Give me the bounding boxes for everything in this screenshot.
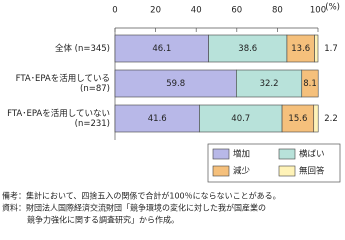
x-tick-label: 80 [272, 6, 283, 16]
x-tick-label: 60 [231, 6, 242, 16]
value-label: 32.2 [260, 79, 279, 89]
chart: (%) 0 20 40 60 80 100 全体 (n=345) 46.1 38.6 13.6 1.7… [2, 3, 341, 225]
note: 競争力強化に関する調査研究」から作成。 [27, 215, 179, 225]
legend-label: 減少 [233, 166, 251, 177]
legend-label: 無回答 [299, 166, 325, 177]
legend-swatch [278, 165, 296, 177]
category-label: (n=231) [75, 119, 110, 129]
value-label: 40.7 [231, 114, 250, 124]
bar-segment [301, 69, 319, 98]
bar-segment [313, 104, 319, 133]
value-label: 2.2 [324, 114, 338, 124]
legend-swatch [278, 148, 296, 160]
category-label: FTA･EPAを活用している [16, 73, 110, 84]
x-tick-label: 20 [150, 6, 161, 16]
x-tick-label: 40 [191, 6, 202, 16]
legend-swatch [212, 165, 230, 177]
value-label: 15.6 [288, 114, 307, 124]
bar-segment [199, 104, 283, 133]
category-label: FTA･EPAを活用していない [7, 108, 110, 119]
value-label: 8.1 [303, 79, 317, 89]
category-label: 全体 [55, 43, 73, 54]
value-label: 59.8 [166, 79, 185, 89]
note: 資料：財団法人国際経済交流財団「競争環境の変化に対した我が国産業の [2, 203, 266, 213]
legend-swatch [212, 148, 230, 160]
bar-segment [314, 34, 319, 63]
bar-segment [114, 34, 209, 63]
bar-segment [236, 69, 303, 98]
category-label: (n=345) [75, 44, 110, 54]
bar-segment [114, 104, 200, 133]
unit-label: (%) [325, 3, 340, 13]
legend-box [207, 143, 341, 183]
x-tick-label: 100 [310, 6, 326, 16]
note: 備考：集計において、四捨五入の関係で合計が100％にならないことがある。 [2, 191, 281, 201]
legend-label: 増加 [233, 149, 250, 160]
legend-label: 横ばい [299, 149, 325, 160]
value-label: 13.6 [291, 44, 310, 54]
value-label: 46.1 [152, 44, 171, 54]
category-label: (n=87) [80, 84, 110, 94]
bar-segment [281, 104, 315, 133]
value-label: 41.6 [148, 114, 167, 124]
bar-segment [208, 34, 288, 63]
value-label: 1.7 [324, 44, 338, 54]
value-label: 38.6 [238, 44, 257, 54]
x-tick-label: 0 [112, 6, 117, 16]
bar-segment [114, 69, 237, 98]
